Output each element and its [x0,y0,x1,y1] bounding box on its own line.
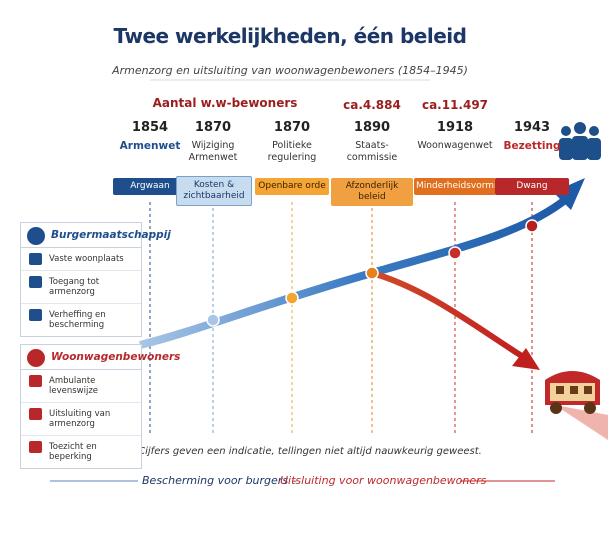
item-icon [29,309,42,321]
title: Twee werkelijkheden, één beleid [0,24,580,48]
woonwagen-path [372,273,525,358]
event-label: Wijziging Armenwet [183,140,243,164]
group-icon [27,227,45,245]
item-icon [29,375,42,387]
event-year: 1918 [415,120,495,135]
group-item: Vaste woonplaats [21,248,141,271]
event-year: 1890 [332,120,412,135]
group-item: Verheffing en bescherming [21,304,141,336]
group-title: Burgermaatschappij [21,223,141,248]
dot [449,247,461,259]
event-label: Woonwagenwet [417,140,493,152]
dot [207,314,219,326]
event-year: 1870 [252,120,332,135]
item-icon [29,408,42,420]
item-icon [29,276,42,288]
dot [526,220,538,232]
event-tag: Dwang [495,178,569,195]
event-tag: Minderheidsvorming [414,178,496,195]
event-count: ca.4.884 [327,98,417,112]
event-label: Armenwet [112,140,188,152]
dot [286,292,298,304]
red-trail [555,405,608,440]
group-icon [27,349,45,367]
event-year: 1870 [173,120,253,135]
event-label: Bezetting [494,140,570,152]
group-item: Toegang tot armenzorg [21,271,141,304]
event-year: 1943 [492,120,572,135]
group-item: Toezicht en beperking [21,436,141,468]
subtitle: Armenzorg en uitsluiting van woonwagenbe… [0,64,580,77]
dot [366,267,378,279]
bottom-right: Uitsluiting voor woonwagenbewoners [280,474,486,487]
event-label: Staats-commissie [344,140,400,164]
group-item: Uitsluiting van armenzorg [21,403,141,436]
population-label: Aantal w.w-bewoners [150,96,300,110]
wagon-icon [545,371,600,414]
item-icon [29,253,42,265]
burger-path [140,200,565,345]
bottom-left: Bescherming voor burgers – [142,474,297,487]
event-label: Politieke regulering [254,140,330,164]
event-tag: Afzonderlijk beleid [331,178,413,206]
group-title: Woonwagenbewoners [21,345,141,370]
event-tag: Openbare orde [255,178,329,195]
event-count: ca.11.497 [410,98,500,112]
group-item: Ambulante levenswijze [21,370,141,403]
item-icon [29,441,42,453]
event-tag: Kosten & zichtbaarheid [176,176,252,206]
infographic: Twee werkelijkheden, één beleid Armenzor… [0,0,608,533]
